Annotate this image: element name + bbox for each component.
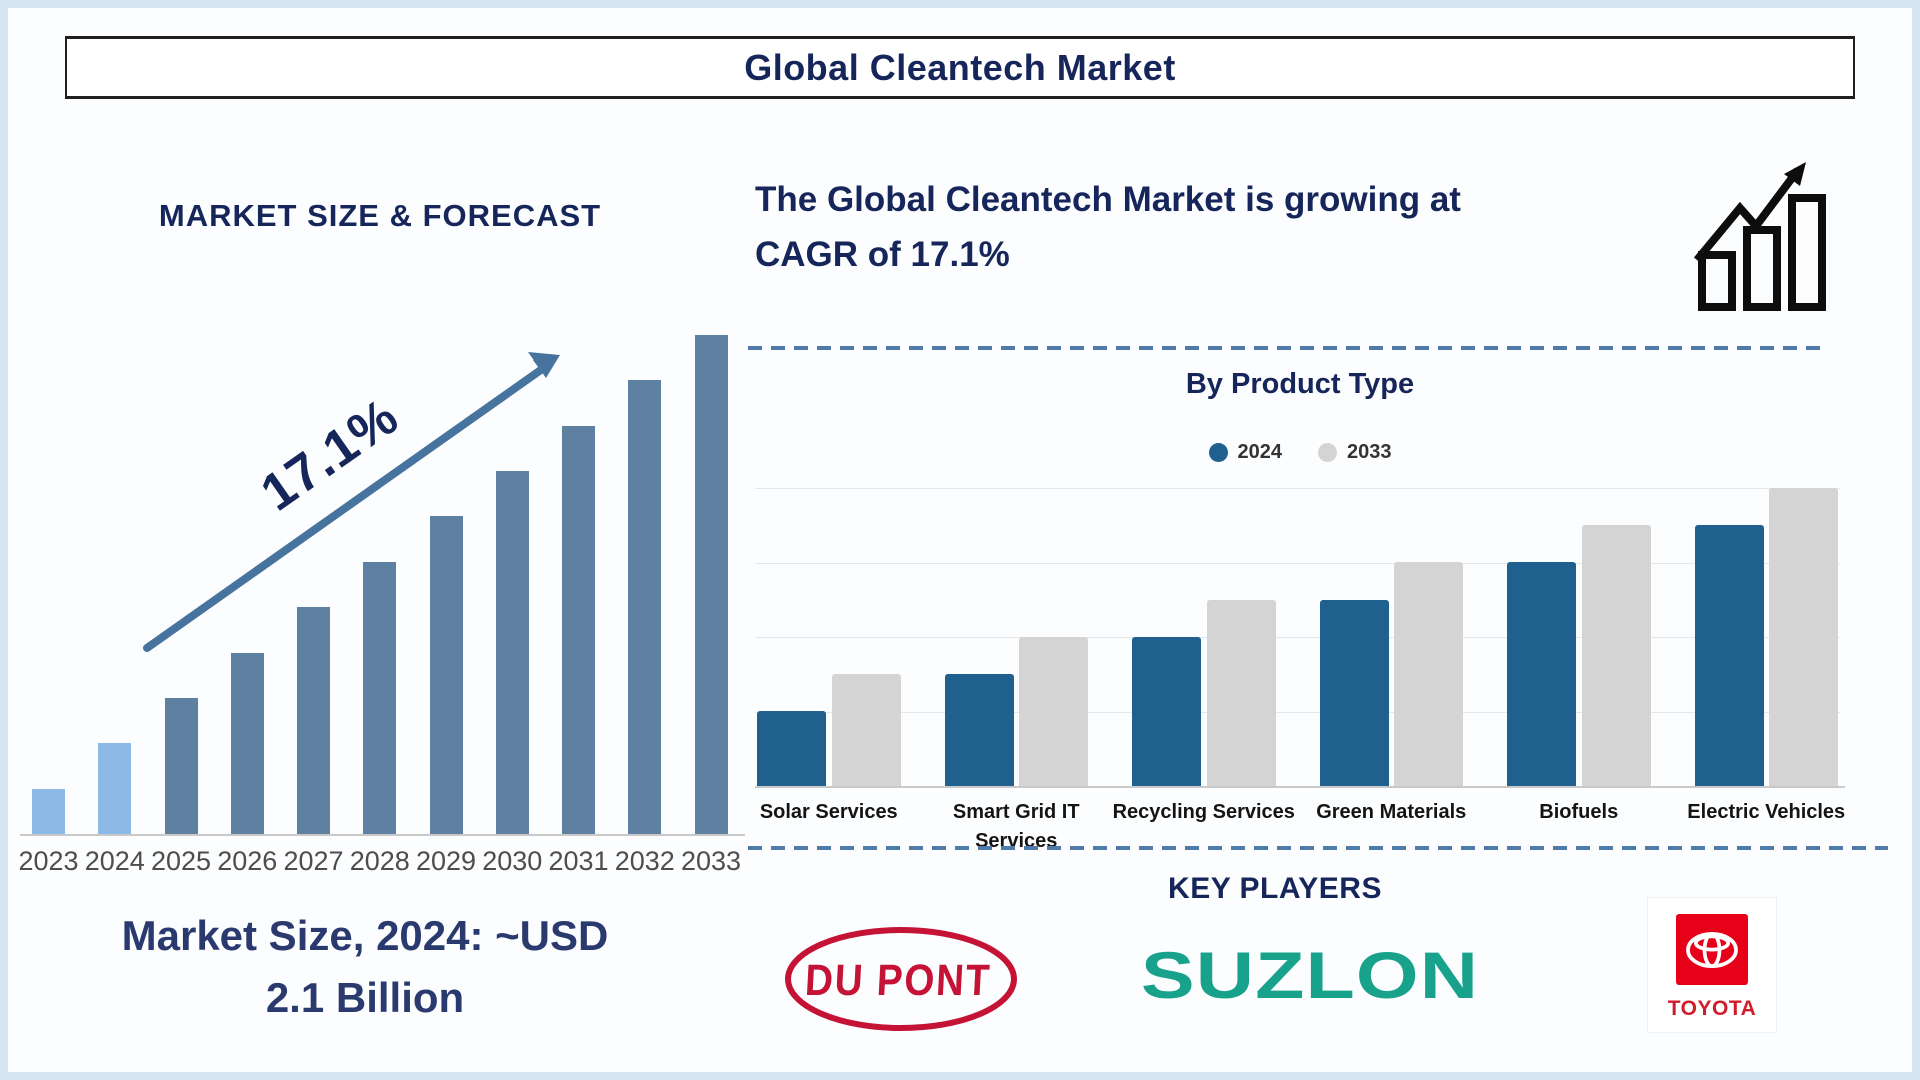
- legend-label-2033: 2033: [1347, 441, 1392, 463]
- market-size-bar-2029: [429, 516, 463, 834]
- suzlon-logo: SUZLON: [1097, 938, 1523, 1013]
- product-bar-2024-smart-grid-it-services: [944, 674, 1014, 786]
- market-size-chart: [20, 300, 745, 836]
- cagr-heading-line2: CAGR of 17.1%: [755, 235, 1010, 274]
- product-bar-2033-green-materials: [1394, 562, 1463, 786]
- year-label-2028: 2028: [349, 846, 410, 876]
- category-label-electric-vehicles: Electric Vehicles: [1687, 801, 1846, 823]
- market-size-bar-2031: [562, 426, 595, 834]
- suzlon-wordmark: SUZLON: [1140, 939, 1480, 1013]
- cagr-heading: The Global Cleantech Market is growing a…: [755, 172, 1695, 282]
- market-size-caption: Market Size, 2024: ~USD 2.1 Billion: [25, 905, 705, 1029]
- year-label-2023: 2023: [18, 846, 79, 876]
- legend-dot-2033: [1318, 443, 1337, 462]
- market-size-bar-2026: [230, 653, 264, 834]
- dashed-divider-top: [748, 346, 1822, 350]
- toyota-emblem-background: [1676, 914, 1748, 985]
- year-label-2032: 2032: [614, 846, 675, 876]
- gridline-6: [755, 562, 1840, 564]
- market-size-bar-2025: [164, 698, 198, 834]
- market-size-caption-line2: 2.1 Billion: [265, 974, 465, 1021]
- market-size-caption-line1: Market Size, 2024: ~USD: [121, 912, 609, 959]
- market-size-bar-2024: [98, 743, 132, 834]
- title-box: Global Cleantech Market: [65, 36, 1855, 99]
- product-bar-2033-solar-services: [831, 674, 901, 786]
- product-bar-2033-biofuels: [1581, 525, 1651, 786]
- year-label-2030: 2030: [482, 846, 543, 876]
- category-label-biofuels: Biofuels: [1539, 801, 1619, 823]
- toyota-wordmark: TOYOTA: [1667, 997, 1757, 1020]
- toyota-logo-card: TOYOTA: [1648, 898, 1776, 1032]
- dashed-divider-bottom: [748, 846, 1888, 850]
- product-type-category-labels: Solar Services Smart Grid IT Services Recy…: [755, 798, 1845, 862]
- product-type-chart: [755, 470, 1845, 788]
- category-label-green-materials: Green Materials: [1316, 801, 1467, 823]
- market-size-heading: MARKET SIZE & FORECAST: [158, 198, 602, 233]
- year-label-2029: 2029: [415, 846, 477, 876]
- category-label-solar-services: Solar Services: [759, 801, 898, 823]
- year-label-2031: 2031: [548, 846, 609, 876]
- product-type-title: By Product Type: [1185, 368, 1415, 400]
- year-label-2026: 2026: [217, 846, 278, 876]
- product-bar-2024-electric-vehicles: [1694, 525, 1764, 786]
- legend-label-2024: 2024: [1237, 441, 1283, 463]
- year-label-2024: 2024: [84, 846, 145, 876]
- market-size-years: 2023 2024 2025 2026 2027 2028 2029 2030 2031 2032…: [18, 846, 745, 882]
- page-title: Global Cleantech Market: [744, 46, 1176, 88]
- legend-dot-2024: [1208, 443, 1228, 462]
- growth-trend-icon: [1693, 162, 1826, 311]
- year-label-2025: 2025: [150, 846, 212, 876]
- product-bar-2024-biofuels: [1507, 562, 1576, 786]
- growth-arrow-icon: [143, 352, 560, 652]
- toyota-emblem-icon: [1686, 931, 1738, 968]
- cagr-heading-line1: The Global Cleantech Market is growing a…: [755, 180, 1461, 219]
- product-bar-2033-smart-grid-it-services: [1019, 637, 1088, 786]
- dupont-logo: DU PONT: [785, 927, 1017, 1031]
- market-size-bar-2023: [32, 789, 65, 834]
- category-label-recycling-services: Recycling Services: [1112, 801, 1295, 823]
- product-bar-2024-recycling-services: [1132, 637, 1201, 786]
- gridline-8: [755, 488, 1840, 489]
- year-label-2027: 2027: [283, 846, 344, 876]
- market-size-bar-2028: [363, 562, 397, 834]
- market-size-bar-2027: [297, 607, 330, 834]
- market-size-bar-2033: [694, 335, 728, 834]
- year-label-2033: 2033: [680, 846, 742, 876]
- legend-item-2024: 2024: [1208, 441, 1283, 464]
- product-type-legend: 2024 2033: [755, 441, 1845, 464]
- product-bar-2024-green-materials: [1319, 600, 1389, 786]
- product-bar-2033-electric-vehicles: [1769, 488, 1838, 786]
- gridline-2: [755, 711, 1840, 713]
- key-players-title: KEY PLAYERS: [1168, 872, 1382, 905]
- market-size-bar-2032: [628, 380, 662, 834]
- product-bar-2033-recycling-services: [1206, 600, 1276, 786]
- gridline-4: [755, 637, 1840, 638]
- market-size-bar-2030: [495, 471, 529, 834]
- dupont-wordmark: DU PONT: [804, 956, 993, 1005]
- product-bar-2024-solar-services: [757, 711, 826, 786]
- legend-item-2033: 2033: [1318, 441, 1392, 464]
- dupont-oval-icon: [785, 927, 1017, 1031]
